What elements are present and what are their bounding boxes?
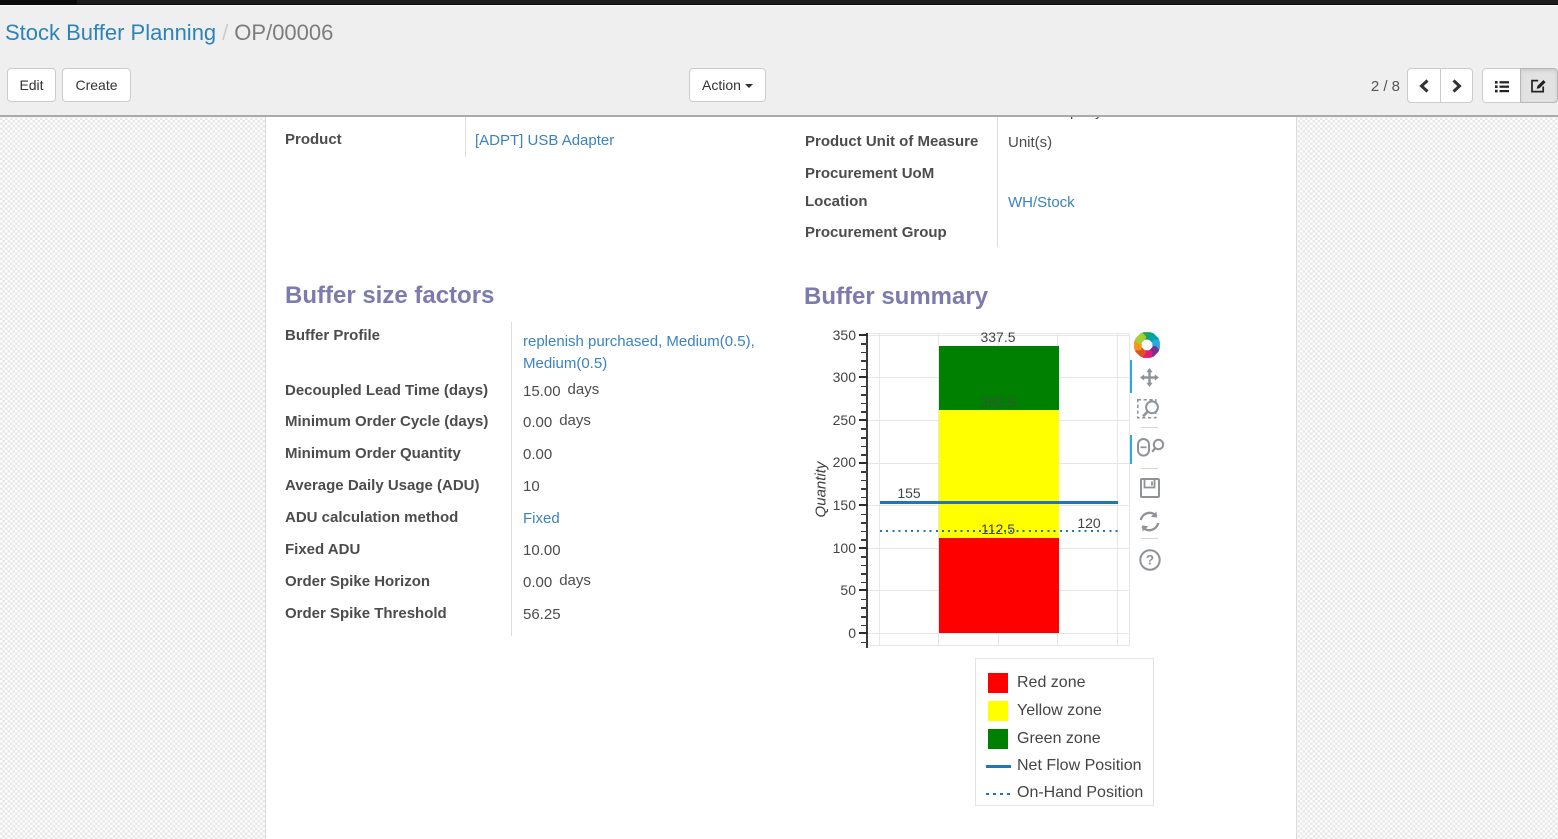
svg-text:?: ? (1146, 553, 1154, 568)
